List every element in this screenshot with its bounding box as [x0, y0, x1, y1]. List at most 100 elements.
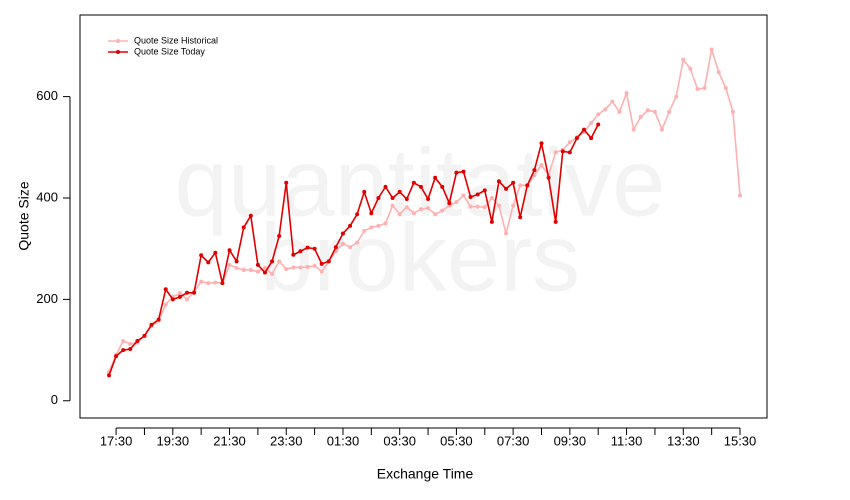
data-point	[121, 348, 126, 353]
data-point	[241, 225, 246, 230]
data-point	[504, 186, 509, 191]
data-point	[227, 262, 232, 267]
data-point	[574, 136, 579, 141]
data-point	[468, 204, 473, 209]
data-point	[220, 281, 225, 286]
data-point	[518, 183, 523, 188]
x-tick-label: 07:30	[497, 433, 530, 448]
data-point	[553, 219, 558, 224]
data-point	[667, 109, 672, 114]
data-point	[418, 184, 423, 189]
data-point	[695, 87, 700, 92]
series-line	[108, 124, 599, 376]
data-point	[468, 194, 473, 199]
data-point	[539, 163, 544, 168]
x-tick-label: 09:30	[554, 433, 587, 448]
data-point	[489, 219, 494, 224]
data-point	[312, 263, 317, 268]
data-point	[511, 203, 516, 208]
data-point	[206, 281, 211, 286]
data-point	[624, 91, 629, 96]
data-point	[184, 297, 189, 302]
data-point	[277, 234, 282, 239]
x-tick-label: 15:30	[724, 433, 757, 448]
y-axis-label: Quote Size	[16, 181, 32, 250]
data-point	[433, 212, 438, 217]
data-point	[560, 149, 565, 154]
data-point	[702, 85, 707, 90]
data-point	[213, 250, 218, 255]
data-point	[170, 297, 175, 302]
data-point	[340, 241, 345, 246]
x-tick-label: 03:30	[383, 433, 416, 448]
data-point	[418, 207, 423, 212]
data-point	[184, 290, 189, 295]
y-tick-label: 200	[36, 291, 58, 306]
data-point	[532, 168, 537, 173]
y-tick-label: 400	[36, 189, 58, 204]
data-point	[610, 99, 615, 104]
data-point	[376, 223, 381, 228]
y-tick-label: 600	[36, 88, 58, 103]
data-point	[376, 195, 381, 200]
data-point	[312, 246, 317, 251]
data-point	[206, 260, 211, 265]
x-tick-label: 23:30	[270, 433, 303, 448]
data-point	[532, 173, 537, 178]
plot-frame	[79, 14, 768, 419]
data-point	[482, 205, 487, 210]
data-point	[291, 252, 296, 257]
legend-label: Quote Size Today	[134, 46, 205, 56]
data-point	[284, 180, 289, 185]
data-point	[390, 203, 395, 208]
data-point	[482, 188, 487, 193]
data-point	[397, 212, 402, 217]
data-point	[135, 338, 140, 343]
data-point	[567, 140, 572, 145]
data-point	[589, 120, 594, 125]
data-point	[213, 280, 218, 285]
data-point	[433, 175, 438, 180]
data-point	[305, 264, 310, 269]
data-point	[107, 373, 111, 378]
data-point	[291, 265, 296, 270]
data-point	[730, 109, 735, 114]
data-point	[305, 245, 310, 250]
legend-marker	[116, 39, 120, 43]
data-point	[270, 259, 275, 264]
data-point	[589, 136, 594, 141]
watermark: quantitative	[174, 129, 665, 236]
data-point	[262, 270, 267, 275]
data-point	[128, 347, 133, 352]
data-point	[688, 66, 693, 71]
data-point	[255, 269, 260, 274]
watermark: brokers	[260, 204, 580, 311]
data-point	[326, 259, 331, 264]
legend-label: Quote Size Historical	[134, 35, 218, 45]
x-tick-label: 17:30	[100, 433, 133, 448]
data-point	[227, 248, 232, 253]
data-point	[284, 266, 289, 271]
data-point	[362, 189, 367, 194]
data-point	[404, 197, 409, 202]
data-point	[596, 122, 601, 127]
data-point	[489, 195, 494, 200]
data-point	[234, 259, 239, 264]
data-point	[298, 249, 303, 254]
data-point	[411, 211, 416, 216]
data-point	[390, 195, 395, 200]
data-point	[553, 150, 558, 155]
data-point	[163, 302, 168, 307]
data-point	[355, 240, 360, 245]
data-point	[156, 317, 161, 322]
y-tick-label: 0	[51, 392, 58, 407]
data-point	[511, 180, 516, 185]
data-point	[319, 261, 324, 266]
legend-marker	[116, 50, 120, 54]
data-point	[447, 201, 452, 206]
x-tick-label: 19:30	[157, 433, 190, 448]
data-point	[177, 291, 182, 296]
data-point	[369, 225, 374, 230]
data-point	[440, 208, 445, 213]
